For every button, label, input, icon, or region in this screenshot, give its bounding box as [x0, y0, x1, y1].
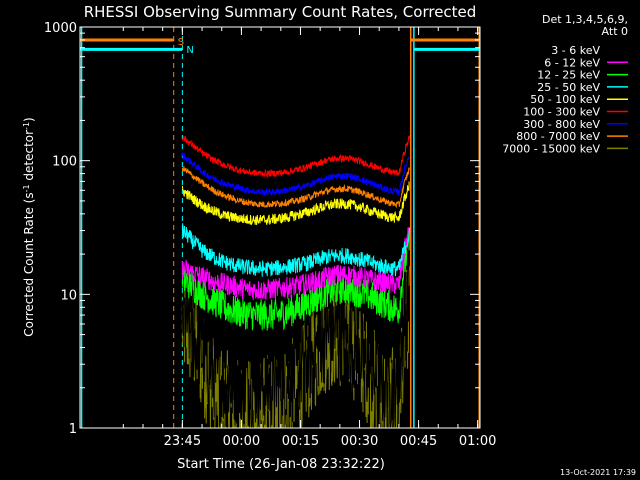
legend-label: 800 - 7000 keV — [516, 130, 600, 143]
legend-header: Att 0 — [602, 25, 628, 38]
y-axis-label: Corrected Count Rate (s-1 detector-1) — [22, 117, 37, 336]
x-tick-label: 00:30 — [341, 434, 378, 449]
legend-label: 7000 - 15000 keV — [502, 142, 600, 155]
timestamp: 13-Oct-2021 17:39 — [560, 468, 636, 477]
series-line-6 — [181, 152, 410, 197]
legend-label: 6 - 12 keV — [544, 56, 600, 69]
series-line-7 — [181, 165, 410, 209]
x-tick-label: 00:45 — [400, 434, 437, 449]
x-tick-label: 00:15 — [282, 434, 319, 449]
x-axis-label: Start Time (26-Jan-08 23:32:22) — [177, 457, 385, 472]
y-tick-label: 100 — [52, 155, 77, 170]
x-tick-label: 00:00 — [223, 434, 260, 449]
legend-label: 3 - 6 keV — [551, 44, 600, 57]
legend-label: 25 - 50 keV — [537, 81, 600, 94]
legend-label: 300 - 800 keV — [523, 118, 600, 131]
y-tick-label: 1 — [69, 422, 77, 437]
legend-label: 100 - 300 keV — [523, 106, 600, 119]
series-line-0 — [181, 257, 410, 428]
series-line-2 — [181, 227, 410, 331]
series-line-4 — [181, 181, 410, 226]
marker-label-N: N — [186, 45, 193, 56]
marker-label-S: S — [178, 37, 184, 48]
x-tick-label: 23:45 — [164, 434, 201, 449]
plot-area — [80, 27, 480, 428]
plot-frame — [79, 26, 481, 429]
axes: 1 10 100 1000 23:45 00:00 00:15 00:30 00:45 01:00… — [44, 21, 496, 449]
legend-label: 50 - 100 keV — [530, 93, 600, 106]
series-line-1 — [181, 227, 410, 301]
chart-title: RHESSI Observing Summary Count Rates, Co… — [84, 3, 477, 21]
series-line-5 — [181, 135, 410, 179]
x-tick-label: 01:00 — [459, 434, 496, 449]
legend-header: Det 1,3,4,5,6,9, — [542, 13, 628, 26]
y-tick-label: 1000 — [44, 21, 77, 36]
y-tick-label: 10 — [60, 288, 77, 303]
legend-label: 12 - 25 keV — [537, 69, 600, 82]
series-line-3 — [181, 223, 410, 277]
